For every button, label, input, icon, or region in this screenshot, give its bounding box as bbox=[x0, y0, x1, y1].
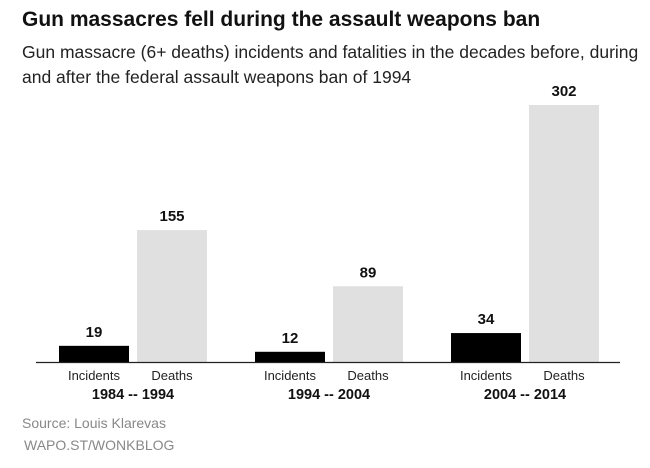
category-label: 1994 -- 2004 bbox=[288, 387, 370, 403]
data-label: 155 bbox=[159, 208, 184, 225]
bar-deaths bbox=[137, 230, 207, 362]
series-label: Deaths bbox=[151, 368, 193, 383]
chart-title: Gun massacres fell during the assault we… bbox=[22, 8, 541, 31]
bar-incidents bbox=[451, 333, 521, 362]
data-label: 302 bbox=[551, 83, 576, 100]
series-label: Incidents bbox=[68, 368, 121, 383]
source-note: Source: Louis Klarevas bbox=[22, 415, 166, 431]
bar-incidents bbox=[59, 345, 129, 362]
data-label: 89 bbox=[360, 264, 377, 281]
data-label: 34 bbox=[478, 311, 495, 328]
bar-deaths bbox=[529, 105, 599, 362]
series-label: Deaths bbox=[543, 368, 585, 383]
bar-deaths bbox=[333, 286, 403, 362]
data-label: 12 bbox=[282, 330, 299, 347]
bar-incidents bbox=[255, 351, 325, 362]
series-label: Deaths bbox=[347, 368, 389, 383]
data-label: 19 bbox=[86, 324, 103, 341]
series-label: Incidents bbox=[460, 368, 513, 383]
category-label: 2004 -- 2014 bbox=[484, 387, 566, 403]
chart-subtitle: Gun massacre (6+ deaths) incidents and f… bbox=[22, 42, 639, 87]
series-label: Incidents bbox=[264, 368, 317, 383]
credit-note: WAPO.ST/WONKBLOG bbox=[24, 437, 175, 453]
category-label: 1984 -- 1994 bbox=[92, 387, 174, 403]
